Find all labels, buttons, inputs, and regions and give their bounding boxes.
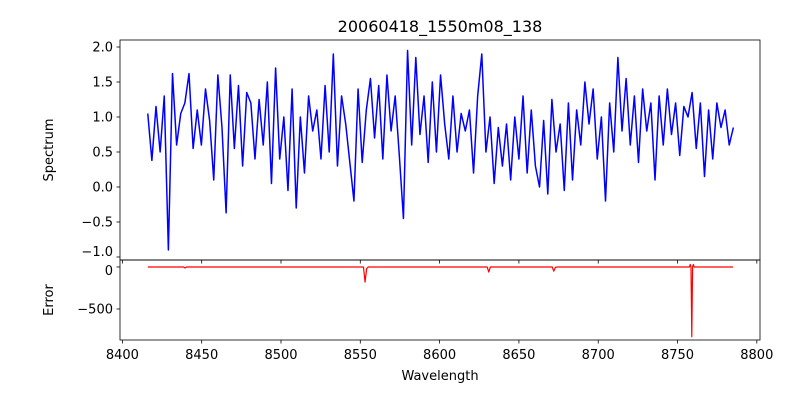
y-tick-label: −500 [77, 302, 113, 317]
error-axes: 0 −500 8400 8450 8500 8550 8600 8650 8700 8750 880… [77, 259, 773, 363]
x-tick-label: 8750 [661, 348, 694, 363]
spectrum-line [147, 49, 735, 251]
spectrum-axes: −1.0 −0.5 0.0 0.5 1.0 1.5 2.0 [81, 39, 761, 264]
y-tick-label: 1.0 [92, 110, 113, 125]
y-tick-label: −1.0 [81, 245, 113, 260]
x-tick-label: 8600 [423, 348, 456, 363]
x-tick-label: 8650 [502, 348, 535, 363]
axes-frame [119, 259, 761, 341]
x-tick-label: 8800 [740, 348, 773, 363]
y-tick-label: 2.0 [92, 40, 113, 55]
y-tick-label: −0.5 [81, 215, 113, 230]
x-tick-label: 8450 [185, 348, 218, 363]
y-tick-label: 0.0 [92, 180, 113, 195]
x-tick-label: 8550 [344, 348, 377, 363]
spectrum-ylabel: Spectrum [42, 119, 57, 182]
x-tick-label: 8700 [582, 348, 615, 363]
y-tick-label: 1.5 [92, 75, 113, 90]
x-tick-label: 8500 [264, 348, 297, 363]
chart-title: 20060418_1550m08_138 [338, 17, 543, 37]
error-ylabel: Error [42, 284, 57, 316]
error-line [147, 263, 734, 338]
x-axis-label: Wavelength [401, 369, 478, 384]
x-tick-label: 8400 [106, 348, 139, 363]
y-tick-label: 0 [105, 264, 113, 279]
y-tick-label: 0.5 [92, 145, 113, 160]
